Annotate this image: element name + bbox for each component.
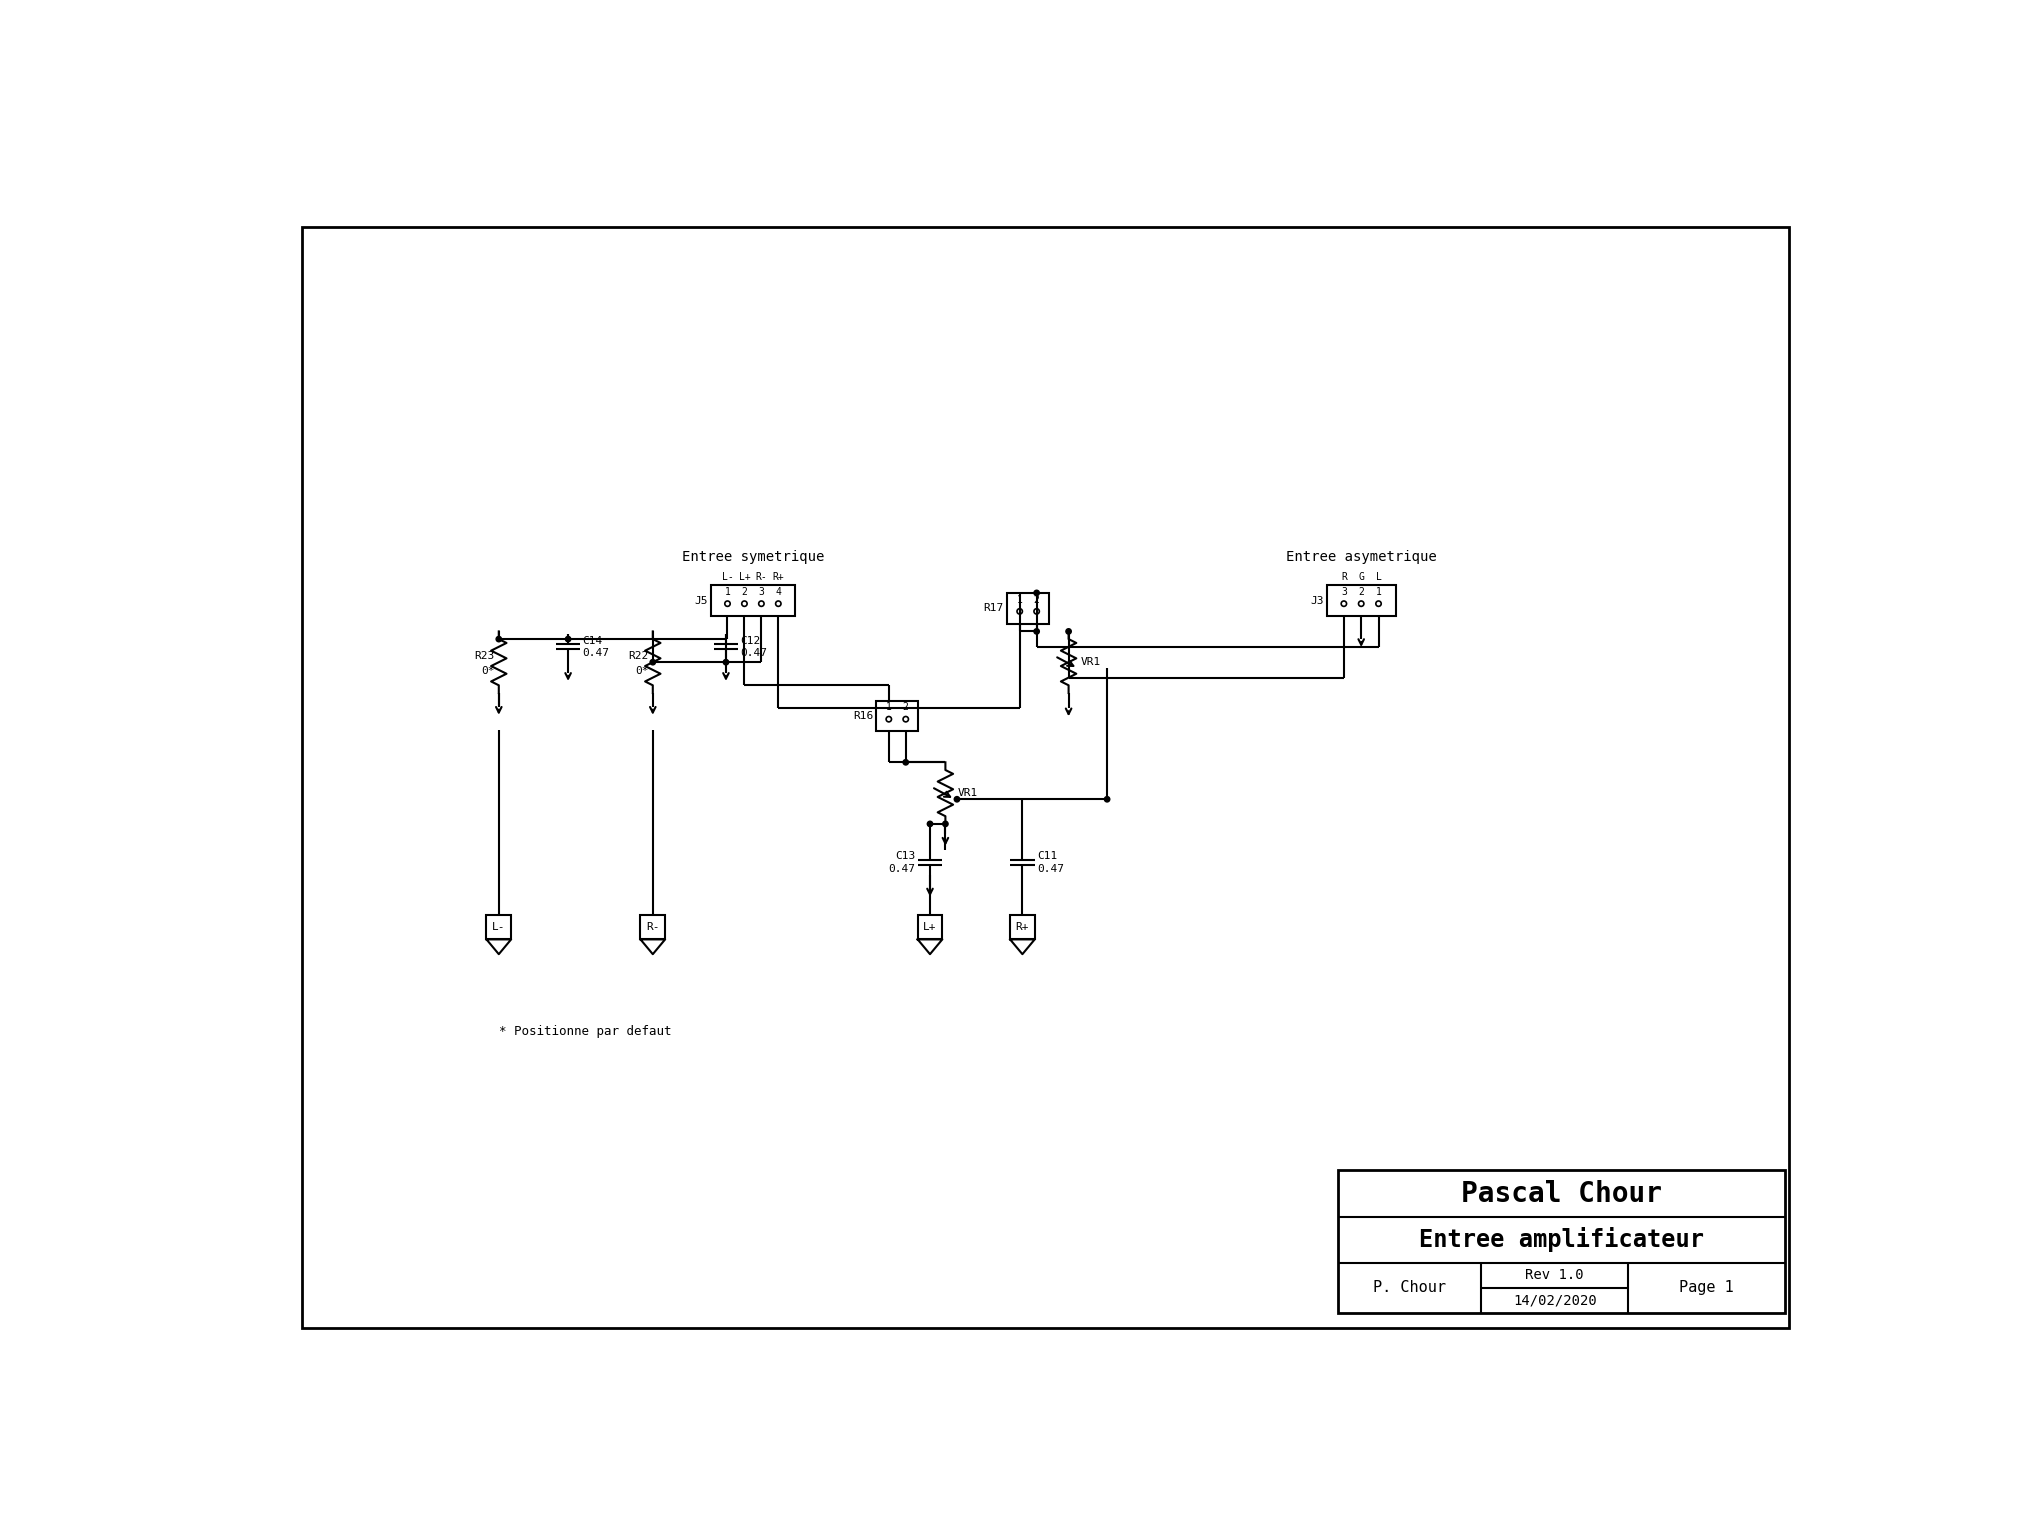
- Text: 4: 4: [775, 587, 781, 598]
- Text: Entree symetrique: Entree symetrique: [681, 550, 824, 564]
- Text: R+: R+: [1015, 922, 1028, 932]
- Bar: [1338, 1170, 1784, 1312]
- Text: R17: R17: [983, 604, 1003, 613]
- Text: L-: L-: [491, 922, 506, 932]
- Text: 0*: 0*: [481, 667, 495, 676]
- Text: G: G: [1358, 573, 1364, 582]
- Text: R23: R23: [475, 651, 495, 661]
- Bar: [918, 915, 942, 939]
- Circle shape: [1034, 628, 1038, 634]
- Text: J3: J3: [1309, 596, 1323, 605]
- Circle shape: [650, 659, 655, 665]
- Text: R-: R-: [646, 922, 659, 932]
- Text: C14: C14: [583, 636, 604, 645]
- Text: P. Chour: P. Chour: [1372, 1280, 1446, 1295]
- Text: C13: C13: [895, 852, 916, 861]
- Text: Page 1: Page 1: [1678, 1280, 1733, 1295]
- Text: 0.47: 0.47: [740, 648, 767, 658]
- Text: 1: 1: [1015, 594, 1022, 605]
- Text: 0*: 0*: [634, 667, 648, 676]
- Text: 2: 2: [1034, 594, 1040, 605]
- Circle shape: [1066, 628, 1070, 634]
- Circle shape: [1103, 796, 1109, 802]
- Circle shape: [724, 659, 728, 665]
- Text: 3: 3: [759, 587, 765, 598]
- Text: Entree amplificateur: Entree amplificateur: [1419, 1227, 1703, 1252]
- Circle shape: [954, 796, 958, 802]
- Text: R22: R22: [628, 651, 648, 661]
- Text: 2: 2: [1358, 587, 1364, 598]
- Text: L: L: [1374, 573, 1380, 582]
- Bar: [710, 585, 795, 616]
- Text: VR1: VR1: [956, 788, 977, 798]
- Text: L+: L+: [924, 922, 936, 932]
- Bar: [875, 701, 918, 732]
- Circle shape: [928, 821, 932, 827]
- Text: VR1: VR1: [1081, 658, 1101, 667]
- Text: 2: 2: [903, 702, 907, 713]
- Bar: [485, 915, 512, 939]
- Text: 14/02/2020: 14/02/2020: [1513, 1294, 1597, 1307]
- Bar: [1325, 585, 1395, 616]
- Text: R: R: [1340, 573, 1346, 582]
- Text: Pascal Chour: Pascal Chour: [1460, 1180, 1662, 1207]
- Circle shape: [1034, 590, 1038, 596]
- Bar: [640, 915, 665, 939]
- Text: 1: 1: [885, 702, 891, 713]
- Text: * Positionne par defaut: * Positionne par defaut: [500, 1026, 671, 1038]
- Text: 0.47: 0.47: [1036, 864, 1064, 873]
- Bar: [1009, 915, 1034, 939]
- Circle shape: [942, 821, 948, 827]
- Text: L-: L-: [722, 573, 732, 582]
- Text: 1: 1: [1374, 587, 1380, 598]
- Bar: [1007, 593, 1048, 624]
- Text: 3: 3: [1340, 587, 1346, 598]
- Text: R+: R+: [773, 573, 783, 582]
- Text: Entree asymetrique: Entree asymetrique: [1285, 550, 1435, 564]
- Circle shape: [495, 636, 502, 642]
- Text: 1: 1: [724, 587, 730, 598]
- Text: R16: R16: [852, 711, 873, 721]
- Text: J5: J5: [693, 596, 708, 605]
- Text: C11: C11: [1036, 852, 1056, 861]
- Text: 0.47: 0.47: [583, 648, 610, 658]
- Text: 0.47: 0.47: [887, 864, 916, 873]
- Text: R-: R-: [754, 573, 767, 582]
- Text: Rev 1.0: Rev 1.0: [1525, 1269, 1582, 1283]
- Circle shape: [903, 759, 907, 765]
- Circle shape: [565, 636, 571, 642]
- Text: L+: L+: [738, 573, 750, 582]
- Text: C12: C12: [740, 636, 761, 645]
- Text: 2: 2: [740, 587, 746, 598]
